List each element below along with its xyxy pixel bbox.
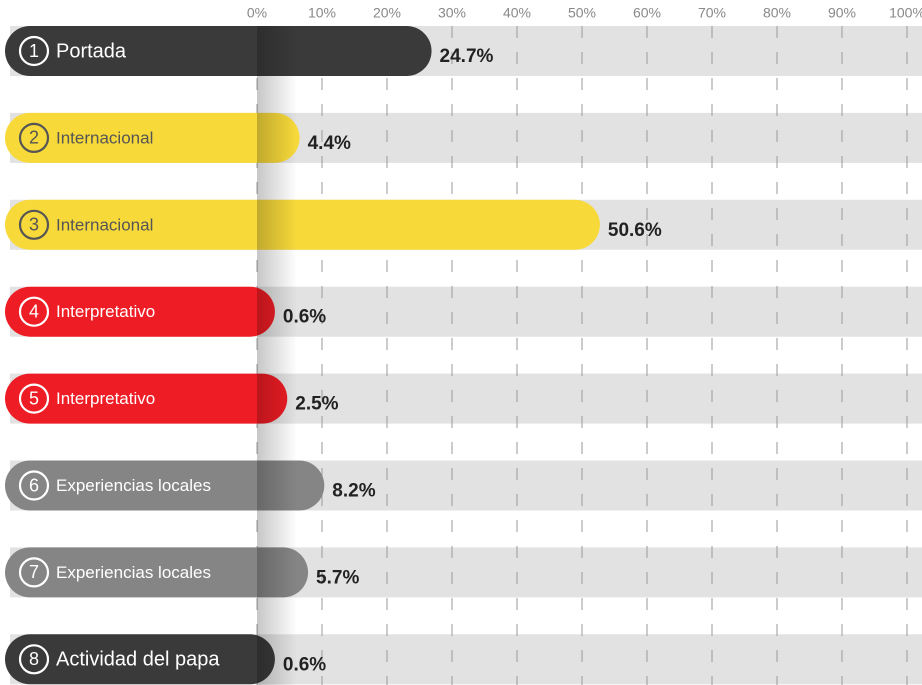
x-tick-label: 80% bbox=[763, 5, 791, 21]
bar-label: Actividad del papa bbox=[56, 649, 220, 671]
bar bbox=[5, 373, 288, 424]
badge-circle bbox=[18, 383, 50, 414]
badge-number: 2 bbox=[29, 128, 39, 148]
badge-number: 3 bbox=[29, 215, 39, 235]
bar-label: Experiencias locales bbox=[56, 476, 211, 495]
badge-circle bbox=[18, 470, 50, 501]
bar bbox=[5, 634, 275, 685]
value-label: 2.5% bbox=[295, 394, 338, 415]
x-tick-label: 10% bbox=[308, 5, 336, 21]
bar-label: Interpretativo bbox=[56, 389, 155, 408]
value-label: 50.6% bbox=[608, 220, 662, 241]
badge-number: 8 bbox=[29, 649, 39, 669]
badge-circle bbox=[18, 644, 50, 675]
bar-label: Internacional bbox=[56, 128, 153, 147]
value-label: 4.4% bbox=[308, 133, 351, 154]
badge-circle bbox=[18, 122, 50, 153]
axis-shade bbox=[257, 26, 297, 685]
bar bbox=[5, 26, 432, 76]
badge-circle bbox=[18, 209, 50, 240]
value-label: 8.2% bbox=[332, 481, 375, 502]
bar bbox=[5, 460, 325, 511]
x-tick-label: 70% bbox=[698, 5, 726, 21]
x-tick-label: 40% bbox=[503, 5, 531, 21]
badge-circle bbox=[18, 35, 50, 67]
badge-number: 4 bbox=[29, 301, 39, 321]
bar bbox=[5, 112, 300, 163]
badge-circle bbox=[18, 296, 50, 327]
x-tick-label: 30% bbox=[438, 5, 466, 21]
badge-circle bbox=[18, 557, 50, 588]
badge-number: 5 bbox=[29, 388, 39, 408]
badge-number: 6 bbox=[29, 475, 39, 495]
x-tick-label: 50% bbox=[568, 5, 596, 21]
x-tick-label: 100% bbox=[889, 5, 922, 21]
badge-number: 7 bbox=[29, 562, 39, 582]
bar-label: Internacional bbox=[56, 215, 153, 234]
bar bbox=[5, 286, 275, 337]
bar-label: Experiencias locales bbox=[56, 563, 211, 582]
bar-label: Portada bbox=[56, 40, 127, 62]
value-label: 24.7% bbox=[440, 46, 494, 67]
x-tick-label: 90% bbox=[828, 5, 856, 21]
x-tick-label: 20% bbox=[373, 5, 401, 21]
bar bbox=[5, 199, 600, 250]
x-tick-label: 60% bbox=[633, 5, 661, 21]
value-label: 5.7% bbox=[316, 567, 359, 588]
bar bbox=[5, 547, 309, 598]
x-tick-label: 0% bbox=[247, 5, 267, 21]
badge-number: 1 bbox=[29, 41, 39, 61]
bar-label: Interpretativo bbox=[56, 302, 155, 321]
